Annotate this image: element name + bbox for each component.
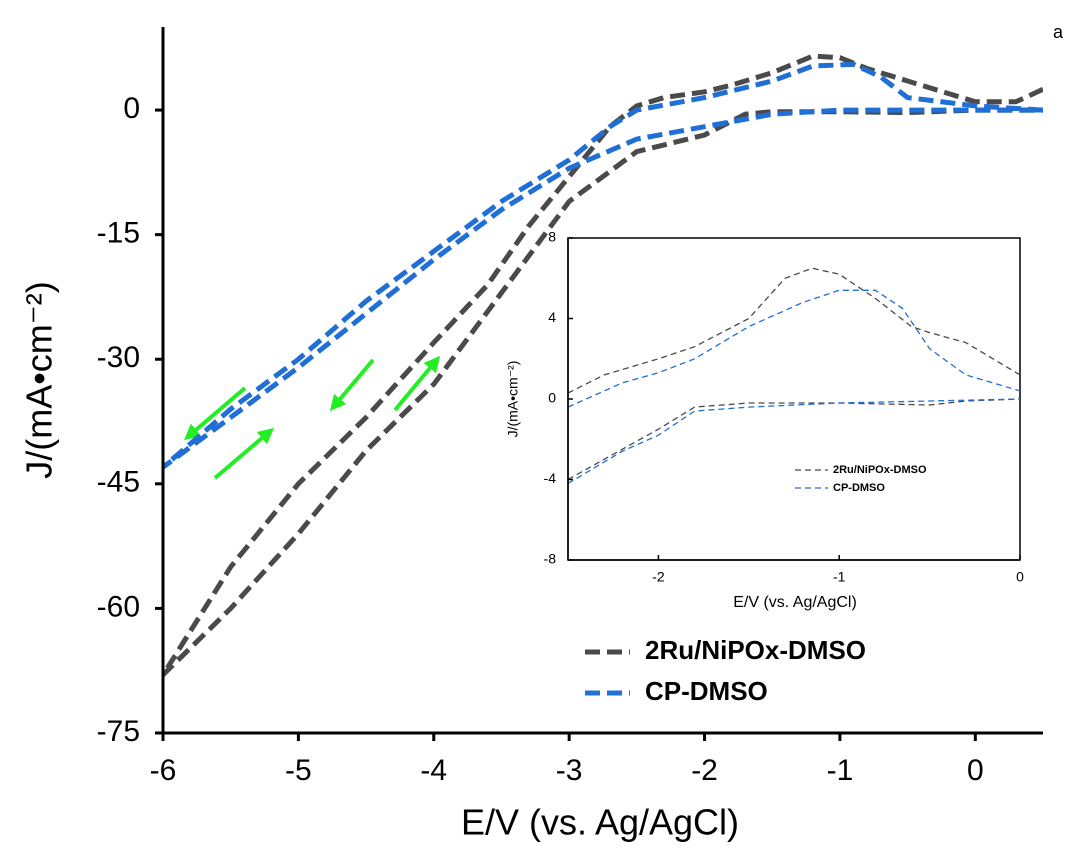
legend-label: 2Ru/NiPOx-DMSO <box>833 464 927 476</box>
series-line <box>568 267 1020 481</box>
x-axis-label: E/V (vs. Ag/AgCl) <box>461 802 739 843</box>
series-line <box>163 53 1043 677</box>
legend-label: CP-DMSO <box>833 482 885 494</box>
arrow <box>329 358 375 412</box>
x-tick-label: -5 <box>285 754 312 787</box>
y-axis-label: J/(mA•cm⁻²) <box>505 361 521 438</box>
arrow <box>183 386 247 441</box>
x-tick-label: 0 <box>967 754 984 787</box>
arrow <box>213 427 275 480</box>
y-tick-label: -75 <box>97 715 140 748</box>
arrow <box>393 355 441 412</box>
y-tick-label: -15 <box>97 217 140 250</box>
legend-label: CP-DMSO <box>645 676 768 706</box>
x-tick-label: 0 <box>1016 569 1024 585</box>
y-tick-label: -4 <box>544 470 557 486</box>
y-tick-label: 4 <box>548 309 556 325</box>
x-tick-label: -3 <box>556 754 583 787</box>
x-tick-label: -1 <box>833 569 846 585</box>
x-tick-label: -6 <box>150 754 177 787</box>
x-tick-label: -2 <box>652 569 665 585</box>
x-tick-label: -2 <box>691 754 718 787</box>
panel-label: a <box>1053 22 1064 42</box>
y-tick-label: 0 <box>123 92 140 125</box>
y-tick-label: -60 <box>97 590 140 623</box>
y-tick-label: -30 <box>97 341 140 374</box>
y-axis-label: J/(mA•cm⁻²) <box>19 281 60 479</box>
x-tick-label: -1 <box>827 754 854 787</box>
series-line <box>568 289 1020 485</box>
legend-label: 2Ru/NiPOx-DMSO <box>645 635 866 665</box>
x-tick-label: -4 <box>420 754 447 787</box>
y-tick-label: 0 <box>548 390 556 406</box>
x-axis-label: E/V (vs. Ag/AgCl) <box>733 594 857 611</box>
annotation-arrows <box>183 355 441 480</box>
inset-frame <box>567 237 1021 561</box>
y-tick-label: -8 <box>544 551 557 567</box>
series-line <box>163 61 1043 470</box>
y-tick-label: -45 <box>97 466 140 499</box>
y-tick-label: 8 <box>548 229 556 245</box>
